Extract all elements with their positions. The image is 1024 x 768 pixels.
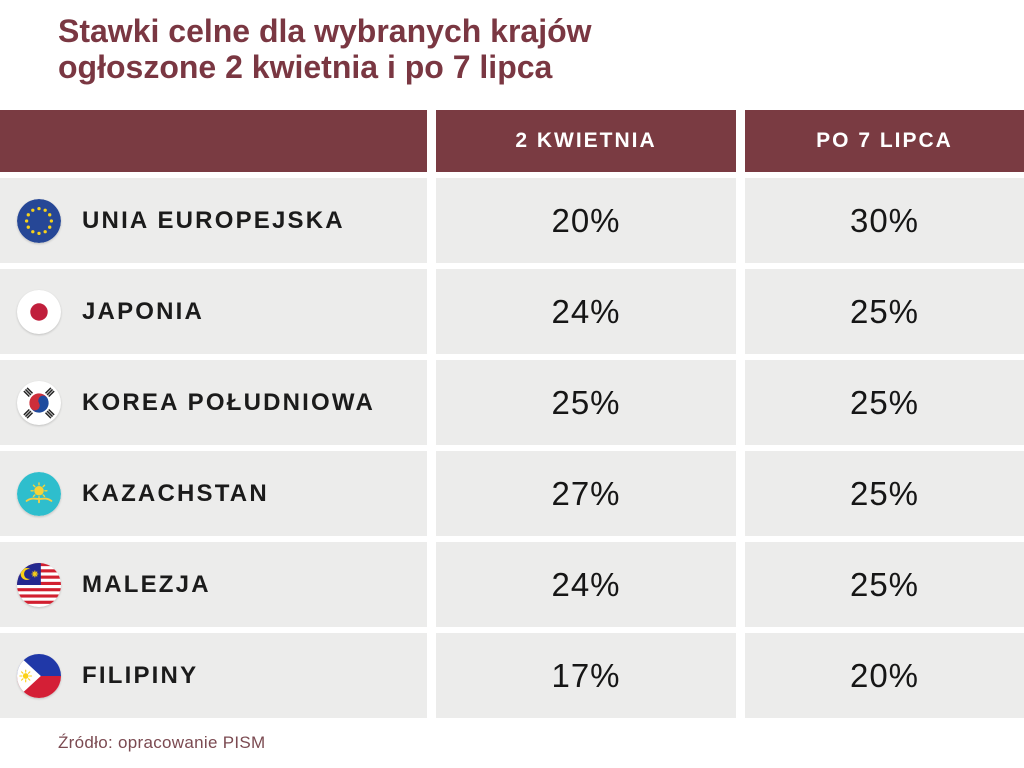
table-row-country-philippines: FILIPINY [0,633,427,718]
table-row-country-eu: UNIA EUROPEJSKA [0,178,427,263]
july-value-south-korea: 25% [745,360,1024,445]
country-label: JAPONIA [82,297,205,325]
table-row-country-japan: JAPONIA [0,269,427,354]
july-value-philippines: 20% [745,633,1024,718]
country-label: KOREA POŁUDNIOWA [82,388,375,416]
july-value-malaysia: 25% [745,542,1024,627]
header-empty-cell [0,110,427,172]
page-title: Stawki celne dla wybranych krajów ogłosz… [58,13,592,86]
april-value-philippines: 17% [436,633,736,718]
column-header-2-kwietnia: 2 KWIETNIA [436,110,736,172]
country-label: MALEZJA [82,570,211,598]
country-label: KAZACHSTAN [82,479,269,507]
country-label: UNIA EUROPEJSKA [82,206,345,234]
july-value-eu: 30% [745,178,1024,263]
april-value-malaysia: 24% [436,542,736,627]
column-header-po-7-lipca: PO 7 LIPCA [745,110,1024,172]
source-note: Źródło: opracowanie PISM [58,733,266,752]
page-title-line2: ogłoszone 2 kwietnia i po 7 lipca [58,48,553,85]
malaysia-flag-icon [17,562,61,607]
philippines-flag-icon [17,653,61,698]
table-row-country-kazakhstan: KAZACHSTAN [0,451,427,536]
april-value-japan: 24% [436,269,736,354]
april-value-eu: 20% [436,178,736,263]
eu-flag-icon [17,198,61,243]
japan-flag-icon [17,289,61,334]
july-value-japan: 25% [745,269,1024,354]
july-value-kazakhstan: 25% [745,451,1024,536]
south-korea-flag-icon [17,380,61,425]
april-value-kazakhstan: 27% [436,451,736,536]
april-value-south-korea: 25% [436,360,736,445]
tariff-table: 2 KWIETNIA PO 7 LIPCA UNIA EUROPEJSKA 20… [0,110,1024,718]
table-row-country-south-korea: KOREA POŁUDNIOWA [0,360,427,445]
page-title-line1: Stawki celne dla wybranych krajów [58,13,592,49]
country-label: FILIPINY [82,661,199,689]
table-row-country-malaysia: MALEZJA [0,542,427,627]
kazakhstan-flag-icon [17,471,61,516]
